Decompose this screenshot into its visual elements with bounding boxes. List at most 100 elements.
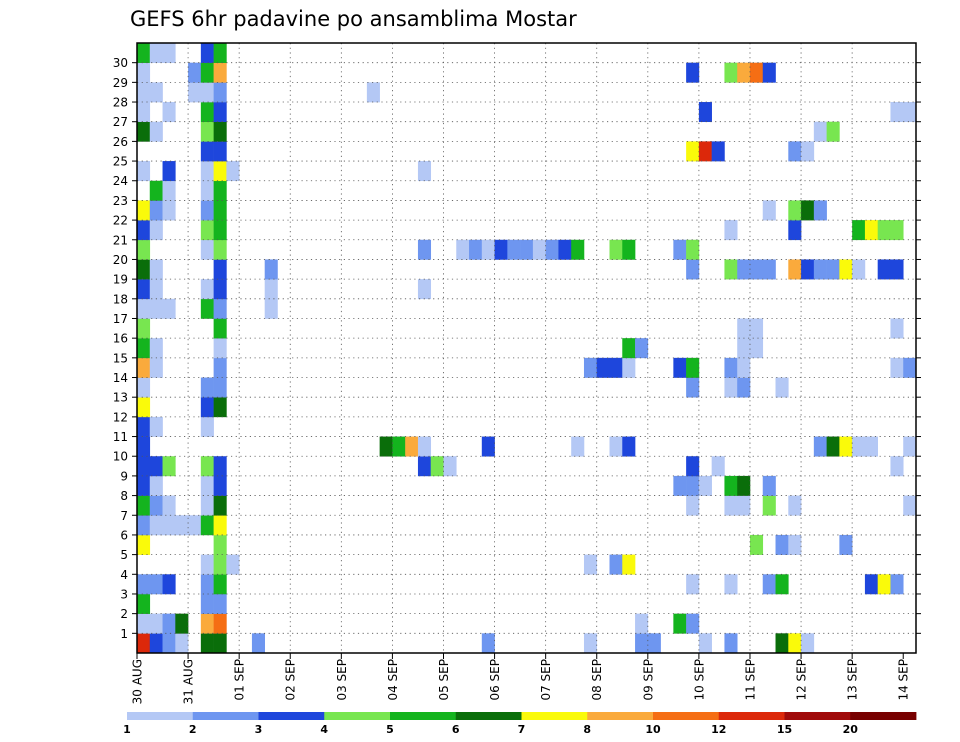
heatmap-cell bbox=[469, 239, 483, 260]
heatmap-cell bbox=[213, 357, 227, 378]
heatmap-cell bbox=[622, 436, 636, 457]
x-tick-label: 11 SEP bbox=[744, 659, 758, 701]
heatmap-cell bbox=[213, 554, 227, 575]
heatmap-cell bbox=[417, 239, 432, 260]
heatmap-cell bbox=[673, 239, 687, 260]
heatmap-cell bbox=[162, 102, 176, 123]
legend-swatch bbox=[521, 712, 588, 720]
heatmap-cell bbox=[405, 436, 419, 457]
y-tick-label: 6 bbox=[120, 528, 128, 542]
heatmap-cell bbox=[200, 633, 214, 654]
y-tick-label: 13 bbox=[113, 391, 128, 405]
heatmap-cell bbox=[877, 259, 891, 280]
heatmap-cell bbox=[724, 574, 738, 595]
legend-label: 3 bbox=[255, 723, 263, 736]
heatmap-cell bbox=[839, 436, 853, 457]
heatmap-cell bbox=[673, 357, 687, 378]
legend-label: 5 bbox=[386, 723, 394, 736]
heatmap-cell bbox=[481, 436, 495, 457]
y-tick-label: 29 bbox=[113, 76, 128, 90]
y-tick-label: 19 bbox=[113, 273, 128, 287]
heatmap-cell bbox=[137, 82, 151, 103]
y-tick-label: 17 bbox=[113, 312, 128, 326]
heatmap-cell bbox=[686, 62, 700, 83]
heatmap-cell bbox=[545, 239, 559, 260]
grid-lines bbox=[137, 43, 916, 653]
heatmap-cell bbox=[788, 259, 802, 280]
y-tick-label: 23 bbox=[113, 194, 128, 208]
heatmap-cell bbox=[813, 259, 827, 280]
heatmap-cell bbox=[430, 456, 444, 477]
heatmap-cell bbox=[698, 102, 712, 123]
heatmap-cell bbox=[622, 554, 636, 575]
heatmap-cell bbox=[481, 633, 495, 654]
heatmap-cell bbox=[775, 574, 789, 595]
heatmap-cell bbox=[149, 495, 163, 516]
heatmap-cell bbox=[417, 279, 432, 300]
heatmap-cell bbox=[571, 436, 585, 457]
legend-label: 20 bbox=[843, 723, 859, 736]
legend-label: 7 bbox=[518, 723, 526, 736]
heatmap-cell bbox=[137, 495, 151, 516]
heatmap-cell bbox=[149, 259, 163, 280]
y-tick-label: 26 bbox=[113, 135, 128, 149]
legend-label: 10 bbox=[645, 723, 661, 736]
heatmap-cell bbox=[890, 357, 904, 378]
y-tick-label: 16 bbox=[113, 332, 128, 346]
heatmap-cell bbox=[673, 475, 687, 496]
y-tick-label: 30 bbox=[113, 56, 128, 70]
heatmap-cell bbox=[213, 613, 227, 634]
heatmap-cell bbox=[200, 82, 214, 103]
heatmap-cell bbox=[149, 82, 163, 103]
heatmap-cell bbox=[137, 161, 151, 182]
heatmap-cell bbox=[149, 298, 163, 319]
heatmap-cell bbox=[877, 574, 891, 595]
heatmap-cell bbox=[137, 338, 151, 359]
heatmap-cell bbox=[188, 62, 202, 83]
heatmap-cell bbox=[762, 574, 776, 595]
heatmap-cell bbox=[839, 259, 853, 280]
heatmap-cell bbox=[724, 357, 738, 378]
heatmap-cell bbox=[686, 377, 700, 398]
heatmap-cell bbox=[149, 43, 163, 63]
heatmap-cell bbox=[749, 62, 764, 83]
y-tick-label: 1 bbox=[120, 627, 128, 641]
x-tick-label: 31 AUG bbox=[182, 659, 196, 704]
heatmap-cell bbox=[162, 574, 176, 595]
heatmap-cell bbox=[213, 377, 227, 398]
heatmap-cell bbox=[698, 633, 712, 654]
x-tick-label: 08 SEP bbox=[590, 659, 604, 701]
legend-label: 6 bbox=[452, 723, 460, 736]
heatmap-cell bbox=[213, 62, 227, 83]
heatmap-cell bbox=[137, 43, 151, 63]
heatmap-cell bbox=[200, 180, 214, 201]
heatmap-cell bbox=[137, 357, 151, 378]
heatmap-cell bbox=[200, 121, 214, 142]
x-tick-label: 07 SEP bbox=[539, 659, 553, 701]
y-tick-label: 25 bbox=[113, 155, 128, 169]
heatmap-cell bbox=[213, 161, 227, 182]
heatmap-cell bbox=[264, 259, 278, 280]
heatmap-cell bbox=[788, 495, 802, 516]
y-tick-label: 20 bbox=[113, 253, 128, 267]
heatmap-cell bbox=[686, 239, 700, 260]
heatmap-cell bbox=[137, 633, 151, 654]
heatmap-cell bbox=[890, 456, 904, 477]
heatmap-cell bbox=[137, 436, 151, 457]
y-tick-label: 11 bbox=[113, 430, 128, 444]
heatmap-cell bbox=[635, 613, 649, 634]
heatmap-cell bbox=[417, 456, 432, 477]
heatmap-cell bbox=[762, 259, 776, 280]
heatmap-cell bbox=[762, 62, 776, 83]
heatmap-cell bbox=[137, 593, 151, 614]
heatmap-cell bbox=[213, 475, 227, 496]
heatmap-cell bbox=[200, 377, 214, 398]
heatmap-cell bbox=[137, 318, 151, 339]
legend-swatch bbox=[784, 712, 851, 720]
heatmap-cell bbox=[609, 239, 623, 260]
heatmap-cell bbox=[737, 495, 751, 516]
heatmap-cell bbox=[775, 534, 789, 555]
heatmap-cell bbox=[788, 141, 802, 162]
heatmap-cell bbox=[558, 239, 572, 260]
